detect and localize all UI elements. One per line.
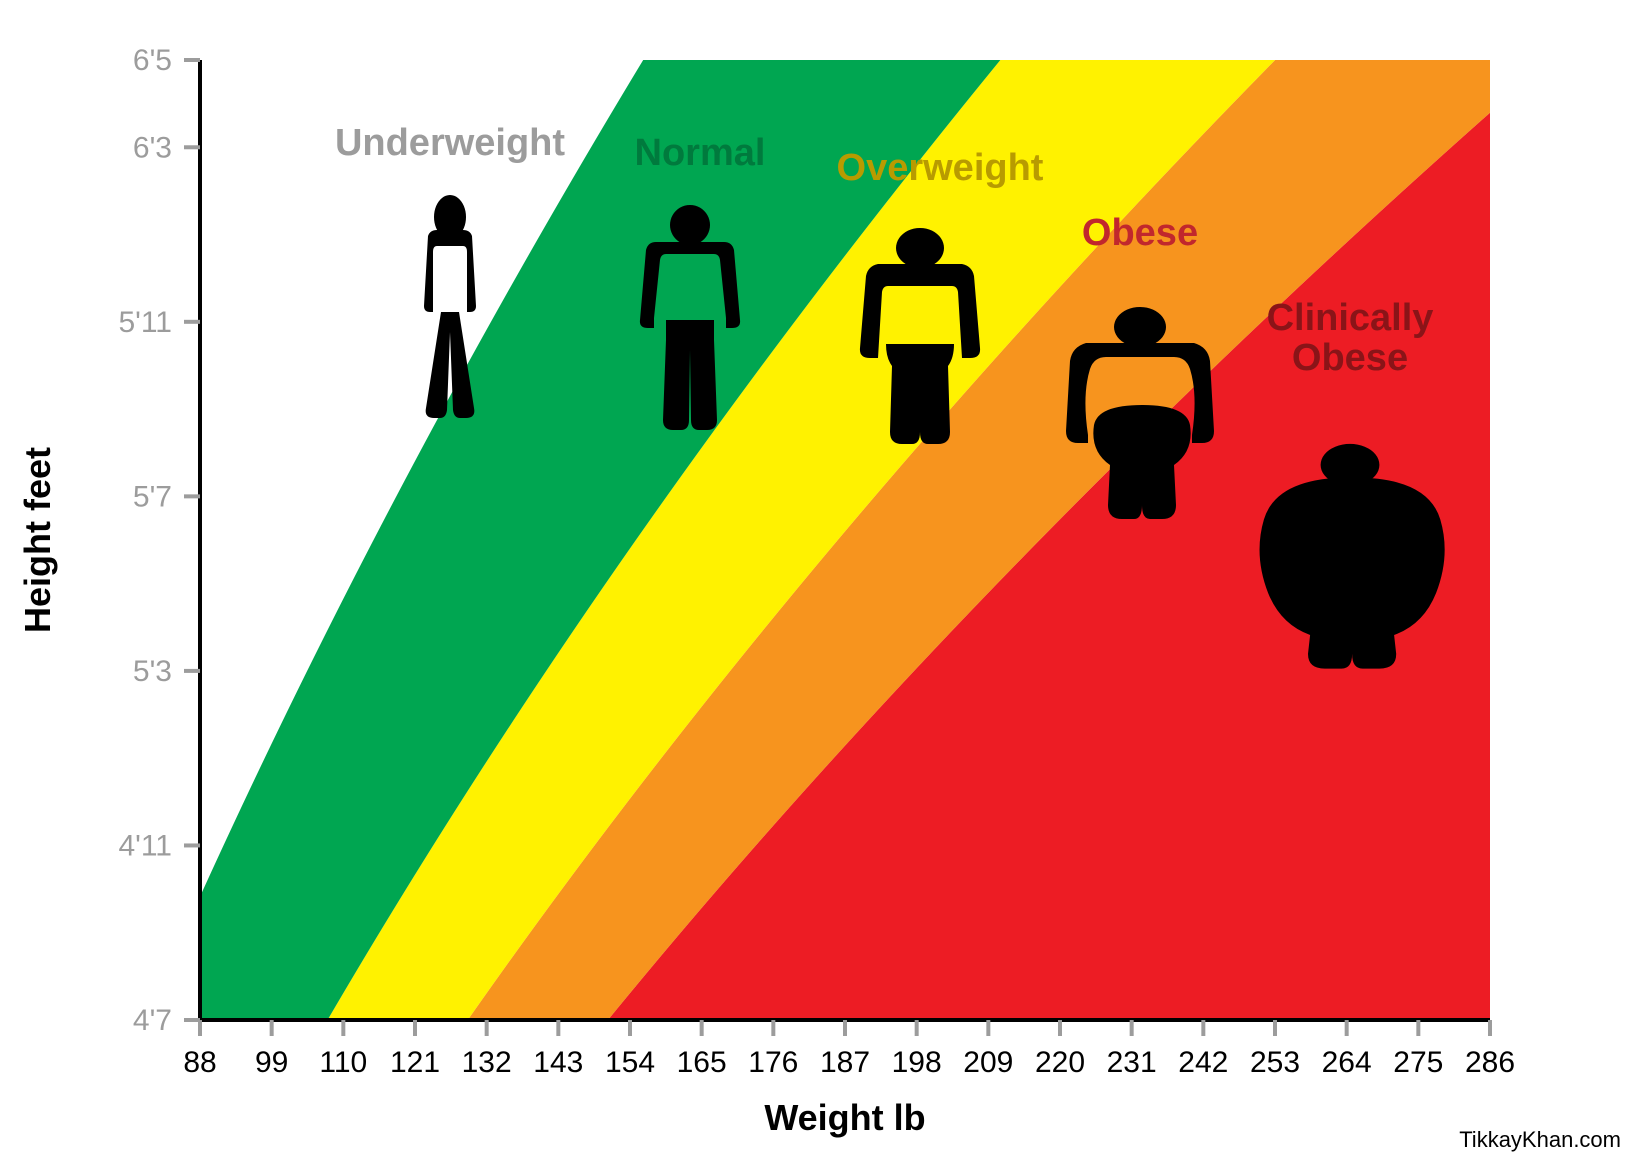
x-tick-label: 165	[677, 1046, 727, 1079]
x-tick-label: 176	[748, 1046, 798, 1079]
x-tick-label: 198	[892, 1046, 942, 1079]
x-tick-label: 242	[1178, 1046, 1228, 1079]
category-label-clinically_obese: Obese	[1292, 337, 1408, 379]
x-tick-label: 220	[1035, 1046, 1085, 1079]
x-tick-label: 253	[1250, 1046, 1300, 1079]
chart-svg: 88 99 110 121 132 143 154 165 176 187 198 209 220 231…	[0, 0, 1639, 1159]
watermark-text: TikkayKhan.com	[1459, 1127, 1621, 1153]
x-tick-label: 264	[1322, 1046, 1372, 1079]
category-label-normal: Normal	[635, 132, 766, 174]
x-tick-label: 132	[462, 1046, 512, 1079]
x-tick-label: 143	[533, 1046, 583, 1079]
x-tick-label: 231	[1107, 1046, 1157, 1079]
y-tick-label: 6'5	[133, 44, 172, 77]
y-axis-label: Height feet	[17, 447, 58, 633]
x-tick-label: 99	[255, 1046, 288, 1079]
category-label-underweight: Underweight	[335, 122, 565, 164]
category-label-obese: Obese	[1082, 212, 1198, 254]
y-tick-label: 5'11	[118, 306, 172, 339]
x-tick-label: 121	[390, 1046, 440, 1079]
x-axis-label: Weight lb	[764, 1097, 925, 1138]
category-label-clinically_obese: Clinically	[1267, 297, 1434, 339]
bmi-chart: 88 99 110 121 132 143 154 165 176 187 198 209 220 231…	[0, 0, 1639, 1159]
y-tick-label: 6'3	[133, 131, 172, 164]
x-tick-label: 209	[963, 1046, 1013, 1079]
person-icon-underweight	[424, 195, 476, 418]
x-tick-label: 275	[1393, 1046, 1443, 1079]
x-tick-label: 154	[605, 1046, 655, 1079]
y-tick-label: 5'7	[133, 480, 172, 513]
x-tick-label: 88	[183, 1046, 216, 1079]
y-tick-label: 4'7	[133, 1004, 172, 1037]
x-tick-label: 286	[1465, 1046, 1515, 1079]
y-tick-label: 4'11	[118, 829, 172, 862]
x-tick-label: 110	[319, 1046, 367, 1079]
x-tick-label: 187	[820, 1046, 870, 1079]
category-label-overweight: Overweight	[837, 147, 1044, 189]
y-tick-label: 5'3	[133, 655, 172, 688]
